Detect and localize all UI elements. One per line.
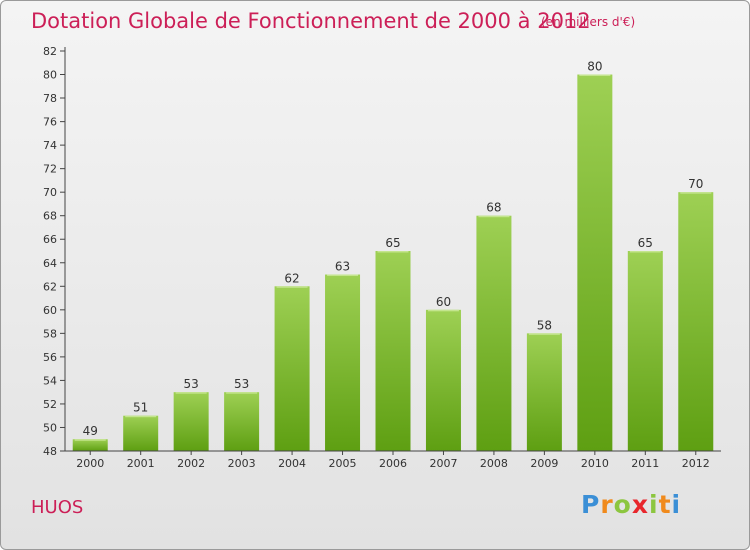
x-tick-label: 2006 (379, 457, 407, 470)
bar-value-label: 62 (284, 271, 299, 285)
bar-2006 (375, 251, 411, 451)
y-tick-label: 62 (43, 280, 57, 293)
x-tick-label: 2003 (228, 457, 256, 470)
logo-letter: P (581, 490, 601, 519)
logo-letter: i (671, 490, 682, 519)
y-tick-label: 48 (43, 445, 57, 458)
y-tick-label: 52 (43, 398, 57, 411)
x-tick-label: 2001 (127, 457, 155, 470)
x-tick-label: 2009 (530, 457, 558, 470)
bar-2005 (325, 274, 361, 451)
bar-2008 (476, 215, 512, 451)
y-tick-label: 82 (43, 45, 57, 58)
y-tick-label: 60 (43, 304, 57, 317)
y-tick-label: 80 (43, 69, 57, 82)
bar-value-label: 63 (335, 260, 350, 274)
bar-2012 (678, 192, 714, 452)
bar-value-label: 70 (688, 177, 703, 191)
bar-highlight (377, 251, 409, 253)
proxiti-logo: Proxiti (581, 490, 681, 519)
bar-2010 (577, 74, 613, 451)
logo-letter: i (649, 490, 659, 519)
x-tick-label: 2011 (631, 457, 659, 470)
y-tick-label: 74 (43, 139, 57, 152)
bar-highlight (276, 286, 308, 288)
y-axis: 48 50 52 54 56 58 60 62 64 66 68 70 72 74 76 78 80 82 (43, 45, 66, 458)
bar-highlight (327, 274, 359, 277)
y-tick-label: 78 (43, 92, 57, 105)
x-tick-label: 2005 (329, 457, 357, 470)
bar-highlight (125, 415, 157, 418)
x-tick-label: 2008 (480, 457, 508, 470)
y-tick-label: 64 (43, 257, 57, 270)
bar-2000 (72, 439, 108, 451)
logo-letter: o (613, 490, 632, 519)
x-tick-label: 2002 (177, 457, 205, 470)
x-tick-label: 2000 (76, 457, 104, 470)
bar-highlight (427, 309, 459, 312)
bar-2004 (274, 286, 310, 451)
commune-name: HUOS (31, 497, 84, 518)
y-tick-label: 66 (43, 233, 57, 246)
bar-value-label: 68 (486, 201, 501, 215)
y-tick-label: 68 (43, 210, 57, 223)
logo-letter: r (600, 490, 614, 519)
bar-value-label: 80 (587, 60, 602, 74)
bar-value-label: 49 (83, 424, 98, 438)
y-tick-label: 58 (43, 327, 57, 340)
bar-value-label: 51 (133, 401, 148, 415)
chart-title: Dotation Globale de Fonctionnement de 20… (31, 9, 591, 33)
bar-2011 (627, 251, 663, 451)
bar-highlight (680, 192, 712, 194)
bar-value-label: 60 (436, 295, 451, 309)
logo-letter: x (631, 490, 649, 519)
y-tick-label: 76 (43, 116, 57, 129)
bar-2003 (224, 392, 260, 451)
bar-2002 (173, 392, 209, 451)
bars: 49 51 53 53 62 63 65 60 68 58 80 65 70 (72, 60, 714, 452)
bar-value-label: 65 (638, 236, 653, 250)
bar-highlight (74, 439, 106, 441)
x-tick-label: 2004 (278, 457, 306, 470)
x-axis: 2000 2001 2002 2003 2004 2005 2006 2007 2008 2009… (65, 450, 721, 470)
bar-highlight (226, 392, 258, 394)
bar-2009 (526, 333, 562, 451)
x-tick-label: 2012 (682, 457, 710, 470)
x-tick-label: 2010 (581, 457, 609, 470)
y-tick-label: 54 (43, 374, 57, 387)
bar-2007 (425, 309, 461, 451)
x-tick-label: 2007 (429, 457, 457, 470)
bar-2001 (123, 415, 159, 451)
logo-letter: t (658, 490, 672, 519)
bar-value-label: 58 (537, 318, 552, 332)
bar-highlight (175, 392, 207, 394)
bar-value-label: 53 (184, 377, 199, 391)
bar-highlight (528, 333, 560, 335)
y-tick-label: 56 (43, 351, 57, 364)
chart-subtitle: (en milliers d'€) (541, 15, 636, 29)
y-tick-label: 50 (43, 421, 57, 434)
y-tick-label: 70 (43, 186, 57, 199)
bar-highlight (579, 74, 611, 77)
bar-highlight (629, 251, 661, 253)
bar-value-label: 65 (385, 236, 400, 250)
y-tick-label: 72 (43, 163, 57, 176)
bar-highlight (478, 215, 510, 218)
bar-value-label: 53 (234, 377, 249, 391)
